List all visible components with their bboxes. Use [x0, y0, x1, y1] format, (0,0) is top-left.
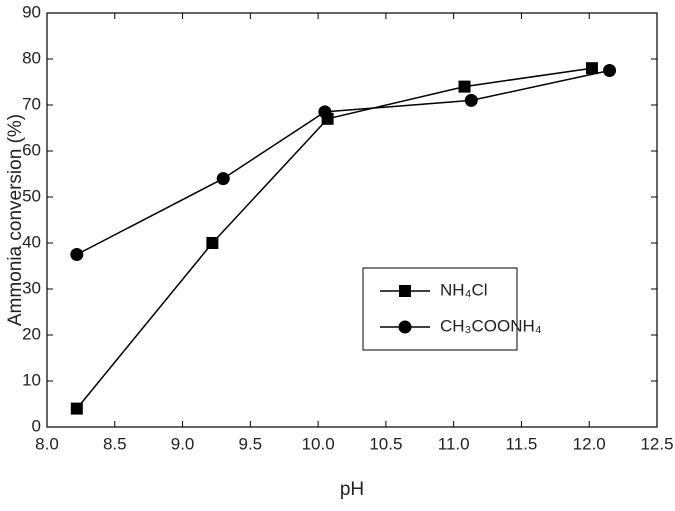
y-axis-label: Ammonia conversion (%) [5, 114, 26, 326]
legend-label: NH₄Cl [440, 280, 488, 299]
y-tick-label: 40 [22, 232, 41, 251]
marker [70, 248, 84, 261]
y-tick-label: 90 [22, 2, 41, 21]
x-tick-label: 8.0 [35, 434, 59, 453]
series-line [76, 69, 610, 256]
x-tick-label: 9.0 [171, 434, 195, 453]
marker [585, 62, 598, 75]
marker [458, 80, 471, 93]
legend-marker [398, 320, 412, 334]
marker [603, 64, 617, 77]
x-tick-label: 11.0 [438, 434, 470, 453]
y-tick-label: 10 [22, 370, 41, 389]
plot-frame [46, 12, 658, 428]
x-tick-label: 11.5 [506, 434, 538, 453]
legend-box [362, 267, 518, 351]
marker [318, 105, 332, 119]
marker [206, 237, 219, 249]
x-tick-label: 10.5 [369, 434, 402, 453]
y-tick-label: 70 [22, 94, 41, 113]
y-tick-label: 30 [22, 278, 41, 297]
legend-marker [399, 285, 411, 297]
y-tick-label: 0 [32, 416, 41, 435]
y-tick-label: 50 [22, 186, 41, 205]
y-tick-label: 80 [22, 48, 41, 67]
x-tick-label: 12.5 [640, 434, 673, 453]
marker [464, 93, 478, 107]
y-tick-label: 60 [22, 140, 41, 159]
x-tick-label: 9.5 [239, 434, 263, 453]
x-tick-label: 8.5 [103, 434, 127, 453]
marker [216, 172, 230, 186]
x-tick-label: 12.0 [573, 434, 606, 453]
legend-label: CH₃COONH₄ [440, 316, 542, 335]
x-axis-label: pH [340, 479, 364, 500]
series-line [76, 67, 593, 410]
y-tick-label: 20 [22, 324, 41, 343]
marker [70, 402, 83, 415]
x-tick-label: 10.0 [302, 434, 335, 453]
